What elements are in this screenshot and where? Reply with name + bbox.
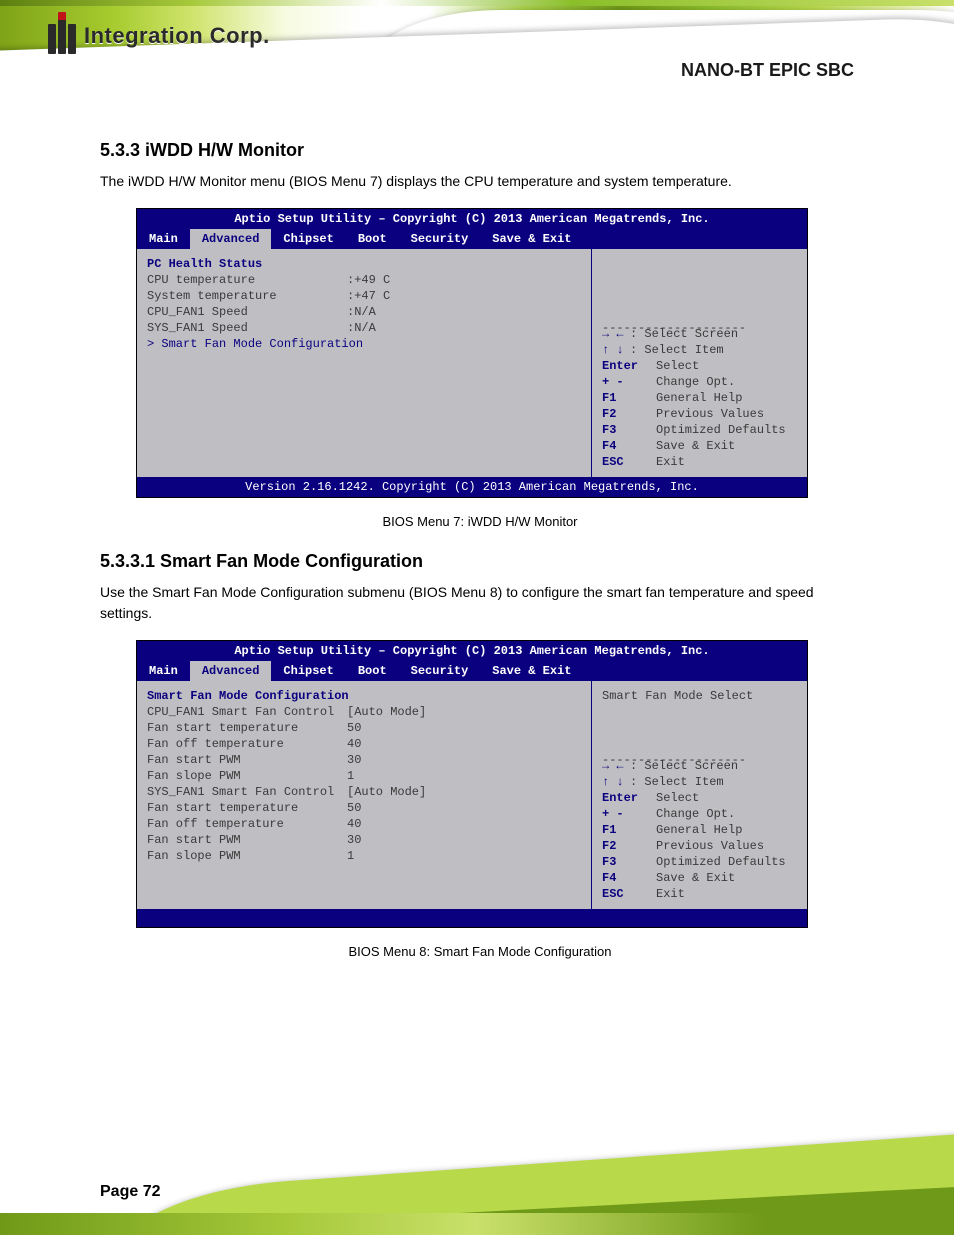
logo-mark-icon: [48, 18, 76, 54]
tab-save-exit[interactable]: Save & Exit: [480, 661, 583, 681]
table-row[interactable]: Fan off temperature40: [147, 737, 581, 751]
table-row[interactable]: Fan start temperature50: [147, 721, 581, 735]
table-row: CPU temperature:+49 C: [147, 273, 581, 287]
arrow-lr-icon: → ←: [602, 327, 630, 341]
bios-tabs: Main Advanced Chipset Boot Security Save…: [137, 229, 807, 249]
bios-title: Aptio Setup Utility – Copyright (C) 2013…: [137, 209, 807, 229]
arrow-lr-icon: → ←: [602, 759, 630, 773]
bios-panel-hwmonitor: Aptio Setup Utility – Copyright (C) 2013…: [136, 208, 808, 498]
bios-footer: Version 2.16.1242. Copyright (C) 2013 Am…: [137, 477, 807, 497]
table-row[interactable]: Fan slope PWM1: [147, 849, 581, 863]
bios-caption: BIOS Menu 7: iWDD H/W Monitor: [100, 514, 860, 529]
tab-save-exit[interactable]: Save & Exit: [480, 229, 583, 249]
table-row[interactable]: Fan start PWM30: [147, 753, 581, 767]
help-top: [602, 257, 797, 321]
table-row: CPU_FAN1 Speed:N/A: [147, 305, 581, 319]
table-row[interactable]: Fan slope PWM1: [147, 769, 581, 783]
submenu-smart-fan[interactable]: Smart Fan Mode Configuration: [147, 337, 581, 351]
bios-left-pane: PC Health Status CPU temperature:+49 C S…: [137, 249, 591, 477]
footer-banner: [0, 1130, 954, 1235]
tab-main[interactable]: Main: [137, 661, 190, 681]
content: 5.3.3 iWDD H/W Monitor The iWDD H/W Moni…: [100, 140, 860, 981]
tab-security[interactable]: Security: [399, 229, 481, 249]
table-row: System temperature:+47 C: [147, 289, 581, 303]
tab-boot[interactable]: Boot: [346, 661, 399, 681]
tab-chipset[interactable]: Chipset: [271, 661, 345, 681]
bios-caption: BIOS Menu 8: Smart Fan Mode Configuratio…: [100, 944, 860, 959]
bios-help-pane: Smart Fan Mode Select ------------------…: [591, 681, 807, 909]
tab-advanced[interactable]: Advanced: [190, 229, 272, 249]
help-top: Smart Fan Mode Select: [602, 689, 797, 753]
bios-tabs: Main Advanced Chipset Boot Security Save…: [137, 661, 807, 681]
header-banner: Integration Corp.: [0, 0, 954, 113]
bios-subheading: Smart Fan Mode Configuration: [147, 689, 581, 703]
section-intro: Use the Smart Fan Mode Configuration sub…: [100, 582, 860, 624]
bios-panel-smartfan: Aptio Setup Utility – Copyright (C) 2013…: [136, 640, 808, 928]
tab-chipset[interactable]: Chipset: [271, 229, 345, 249]
arrow-ud-icon: ↑ ↓: [602, 343, 630, 357]
table-row[interactable]: Fan off temperature40: [147, 817, 581, 831]
arrow-ud-icon: ↑ ↓: [602, 775, 630, 789]
table-row[interactable]: Fan start PWM30: [147, 833, 581, 847]
bios-footer: [137, 909, 807, 927]
bios-subheading: PC Health Status: [147, 257, 581, 271]
hotkeys: → ←: Select Screen ↑ ↓: Select Item Ente…: [602, 757, 797, 901]
table-row[interactable]: CPU_FAN1 Smart Fan Control[Auto Mode]: [147, 705, 581, 719]
logo-text: Integration Corp.: [84, 23, 270, 49]
table-row[interactable]: Fan start temperature50: [147, 801, 581, 815]
tab-security[interactable]: Security: [399, 661, 481, 681]
hotkeys: → ←: Select Screen ↑ ↓: Select Item Ente…: [602, 325, 797, 469]
bios-help-pane: -------------------- → ←: Select Screen …: [591, 249, 807, 477]
section-intro: The iWDD H/W Monitor menu (BIOS Menu 7) …: [100, 171, 860, 192]
bios-title: Aptio Setup Utility – Copyright (C) 2013…: [137, 641, 807, 661]
bios-left-pane: Smart Fan Mode Configuration CPU_FAN1 Sm…: [137, 681, 591, 909]
tab-advanced[interactable]: Advanced: [190, 661, 272, 681]
tab-main[interactable]: Main: [137, 229, 190, 249]
page: Integration Corp. NANO-BT EPIC SBC 5.3.3…: [0, 0, 954, 1235]
board-name: NANO-BT EPIC SBC: [681, 60, 854, 81]
table-row: SYS_FAN1 Speed:N/A: [147, 321, 581, 335]
tab-boot[interactable]: Boot: [346, 229, 399, 249]
table-row[interactable]: SYS_FAN1 Smart Fan Control[Auto Mode]: [147, 785, 581, 799]
brand-logo: Integration Corp.: [48, 18, 270, 54]
section-heading: 5.3.3.1 Smart Fan Mode Configuration: [100, 551, 860, 572]
section-heading: 5.3.3 iWDD H/W Monitor: [100, 140, 860, 161]
